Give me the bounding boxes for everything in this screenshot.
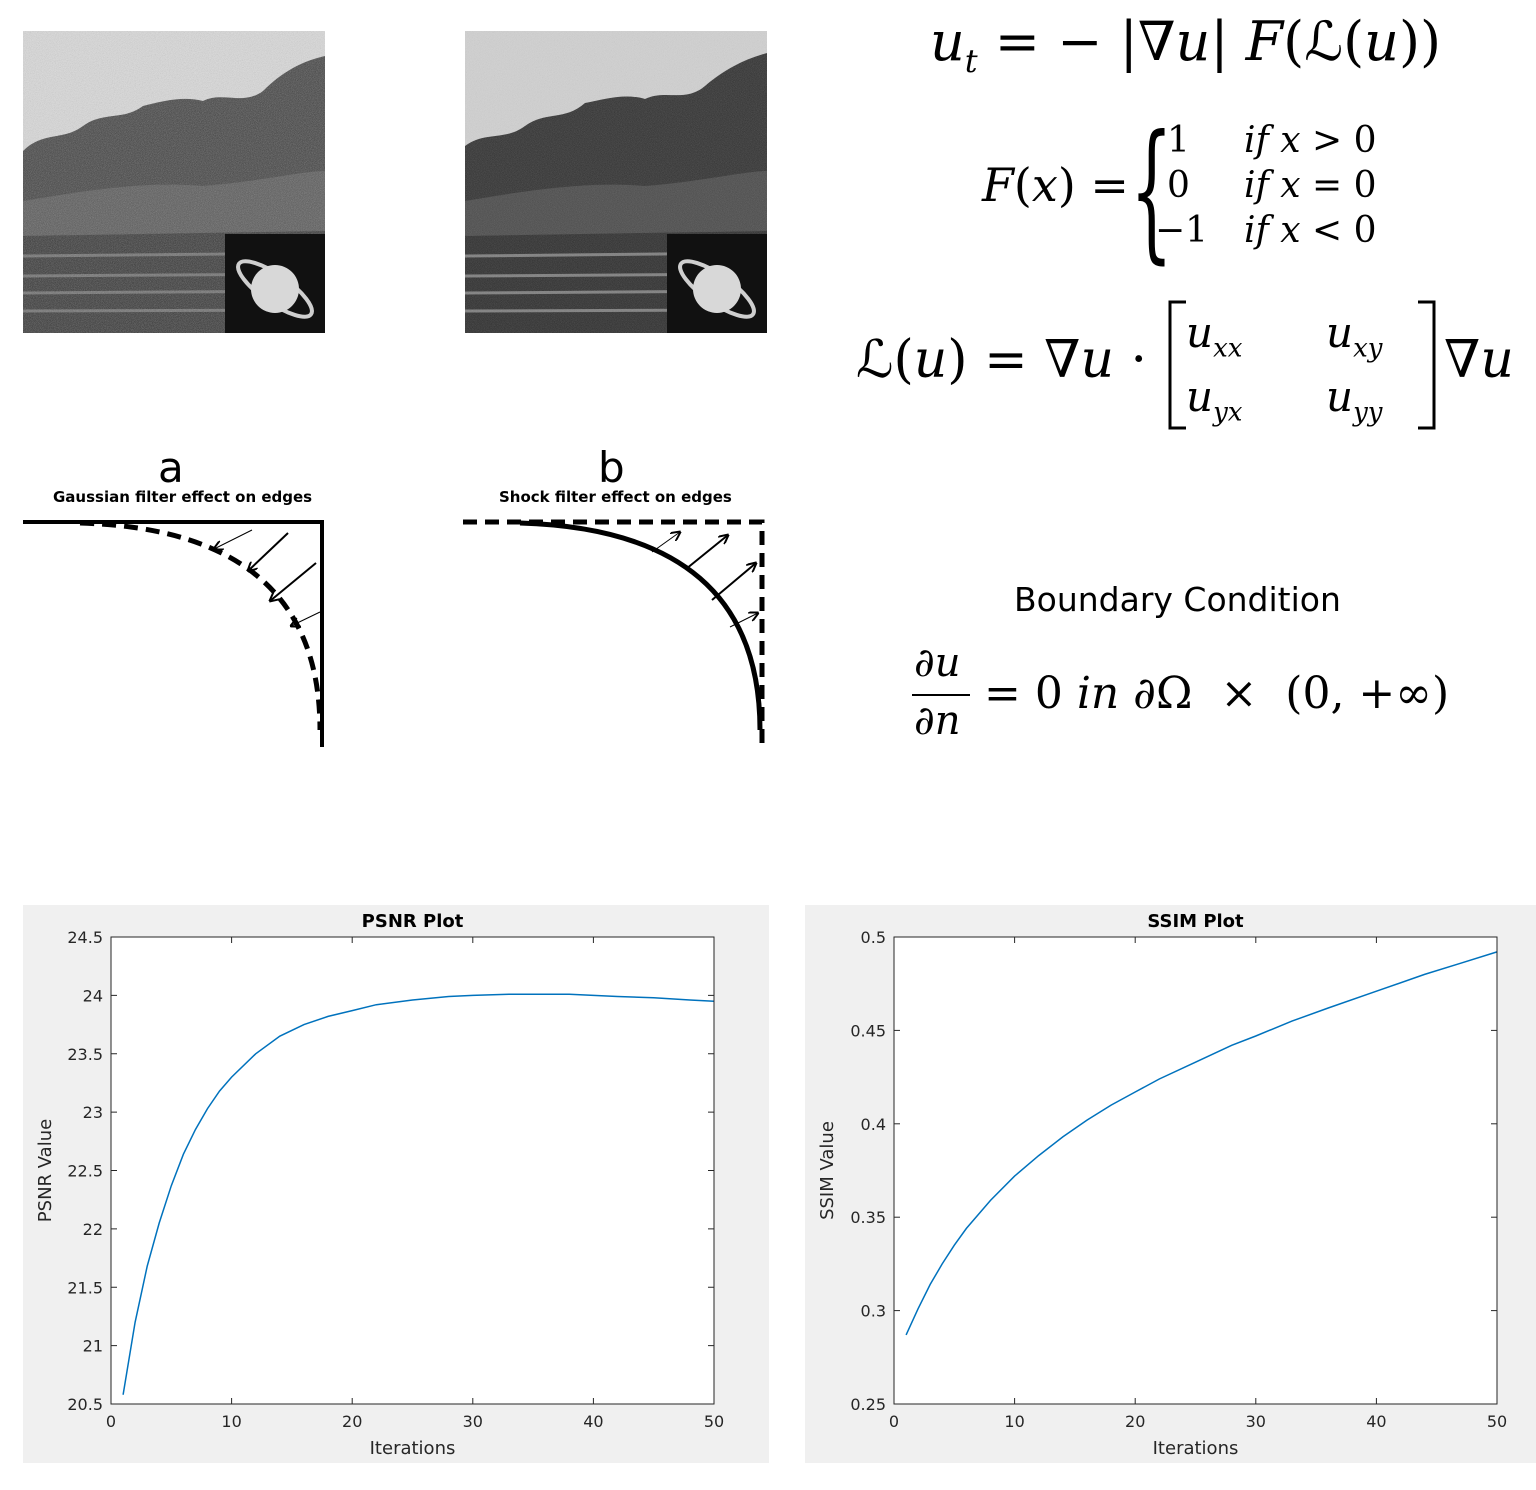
y-tick-label: 0.3 <box>861 1302 886 1321</box>
y-tick-label: 0.45 <box>850 1021 886 1040</box>
ssim-chart-panel: 0.25 0.3 0.35 0.4 0.45 0.5 0 10 20 30 40 50 SSIM Plo… <box>805 905 1536 1463</box>
series-line <box>122 993 715 1395</box>
axes-box <box>893 936 1498 1405</box>
y-tick-label: 20.5 <box>67 1395 103 1414</box>
x-tick-label: 30 <box>463 1412 483 1431</box>
y-tick-label: 22 <box>83 1220 103 1239</box>
y-tick-label: 22.5 <box>67 1162 103 1181</box>
x-tick-label: 0 <box>106 1412 116 1431</box>
x-axis-label: Iterations <box>1153 1438 1239 1459</box>
x-tick-label: 10 <box>1004 1412 1024 1431</box>
x-tick-label: 20 <box>342 1412 362 1431</box>
boundary-condition-title: Boundary Condition <box>1014 580 1341 619</box>
y-tick-label: 23 <box>83 1103 103 1122</box>
x-tick-label: 0 <box>889 1412 899 1431</box>
chart-title: SSIM Plot <box>1147 911 1244 932</box>
x-tick-label: 20 <box>1125 1412 1145 1431</box>
x-tick-label: 50 <box>704 1412 724 1431</box>
y-tick-label: 24 <box>83 986 103 1005</box>
psnr-chart-panel: 20.5 21 21.5 22 22.5 23 23.5 24 24.5 0 10 20 30 40 50 P… <box>23 905 769 1463</box>
gaussian-edge-diagram <box>23 520 324 747</box>
y-axis-label: SSIM Value <box>817 1121 838 1220</box>
x-axis-label: Iterations <box>370 1438 456 1459</box>
x-tick-label: 10 <box>221 1412 241 1431</box>
y-tick-label: 0.35 <box>850 1208 886 1227</box>
panel-b-caption: Shock filter effect on edges <box>499 488 732 506</box>
chart-title: PSNR Plot <box>362 911 464 932</box>
x-tick-label: 30 <box>1246 1412 1266 1431</box>
x-tick-label: 40 <box>1366 1412 1386 1431</box>
y-tick-label: 0.25 <box>850 1395 886 1414</box>
y-axis-label: PSNR Value <box>35 1119 56 1222</box>
y-tick-label: 0.5 <box>861 928 886 947</box>
y-tick-label: 21 <box>83 1337 103 1356</box>
y-tick-label: 23.5 <box>67 1045 103 1064</box>
ssim-chart: 0.25 0.3 0.35 0.4 0.45 0.5 0 10 20 30 40 50 SSIM Plo… <box>817 911 1507 1459</box>
shock-edge-diagram <box>463 519 765 747</box>
panel-b-letter: b <box>598 443 625 492</box>
noisy-landscape-image <box>23 31 325 333</box>
boundary-condition-equation: ∂u ∂n = 0 in ∂Ω × (0, +∞) <box>912 640 1450 744</box>
psnr-chart: 20.5 21 21.5 22 22.5 23 23.5 24 24.5 0 10 20 30 40 50 P… <box>35 911 724 1459</box>
shock-filtered-landscape-image <box>465 31 767 333</box>
laplacian-operator-equation: ℒ(u) = ∇u · uxx uxy uyx uyy ∇u <box>856 300 1526 435</box>
y-tick-label: 24.5 <box>67 928 103 947</box>
x-tick-label: 40 <box>583 1412 603 1431</box>
panel-a-caption: Gaussian filter effect on edges <box>53 488 313 506</box>
shock-filter-equation: ut = − |∇u| F(ℒ(u)) <box>930 10 1442 80</box>
plot-area <box>111 937 714 1404</box>
y-tick-label: 0.4 <box>861 1115 886 1134</box>
plot-area <box>894 937 1497 1404</box>
y-tick-label: 21.5 <box>67 1278 103 1297</box>
series-line <box>905 951 1498 1336</box>
x-tick-label: 50 <box>1487 1412 1507 1431</box>
panel-a-letter: a <box>158 443 184 492</box>
axes-box <box>110 936 715 1405</box>
